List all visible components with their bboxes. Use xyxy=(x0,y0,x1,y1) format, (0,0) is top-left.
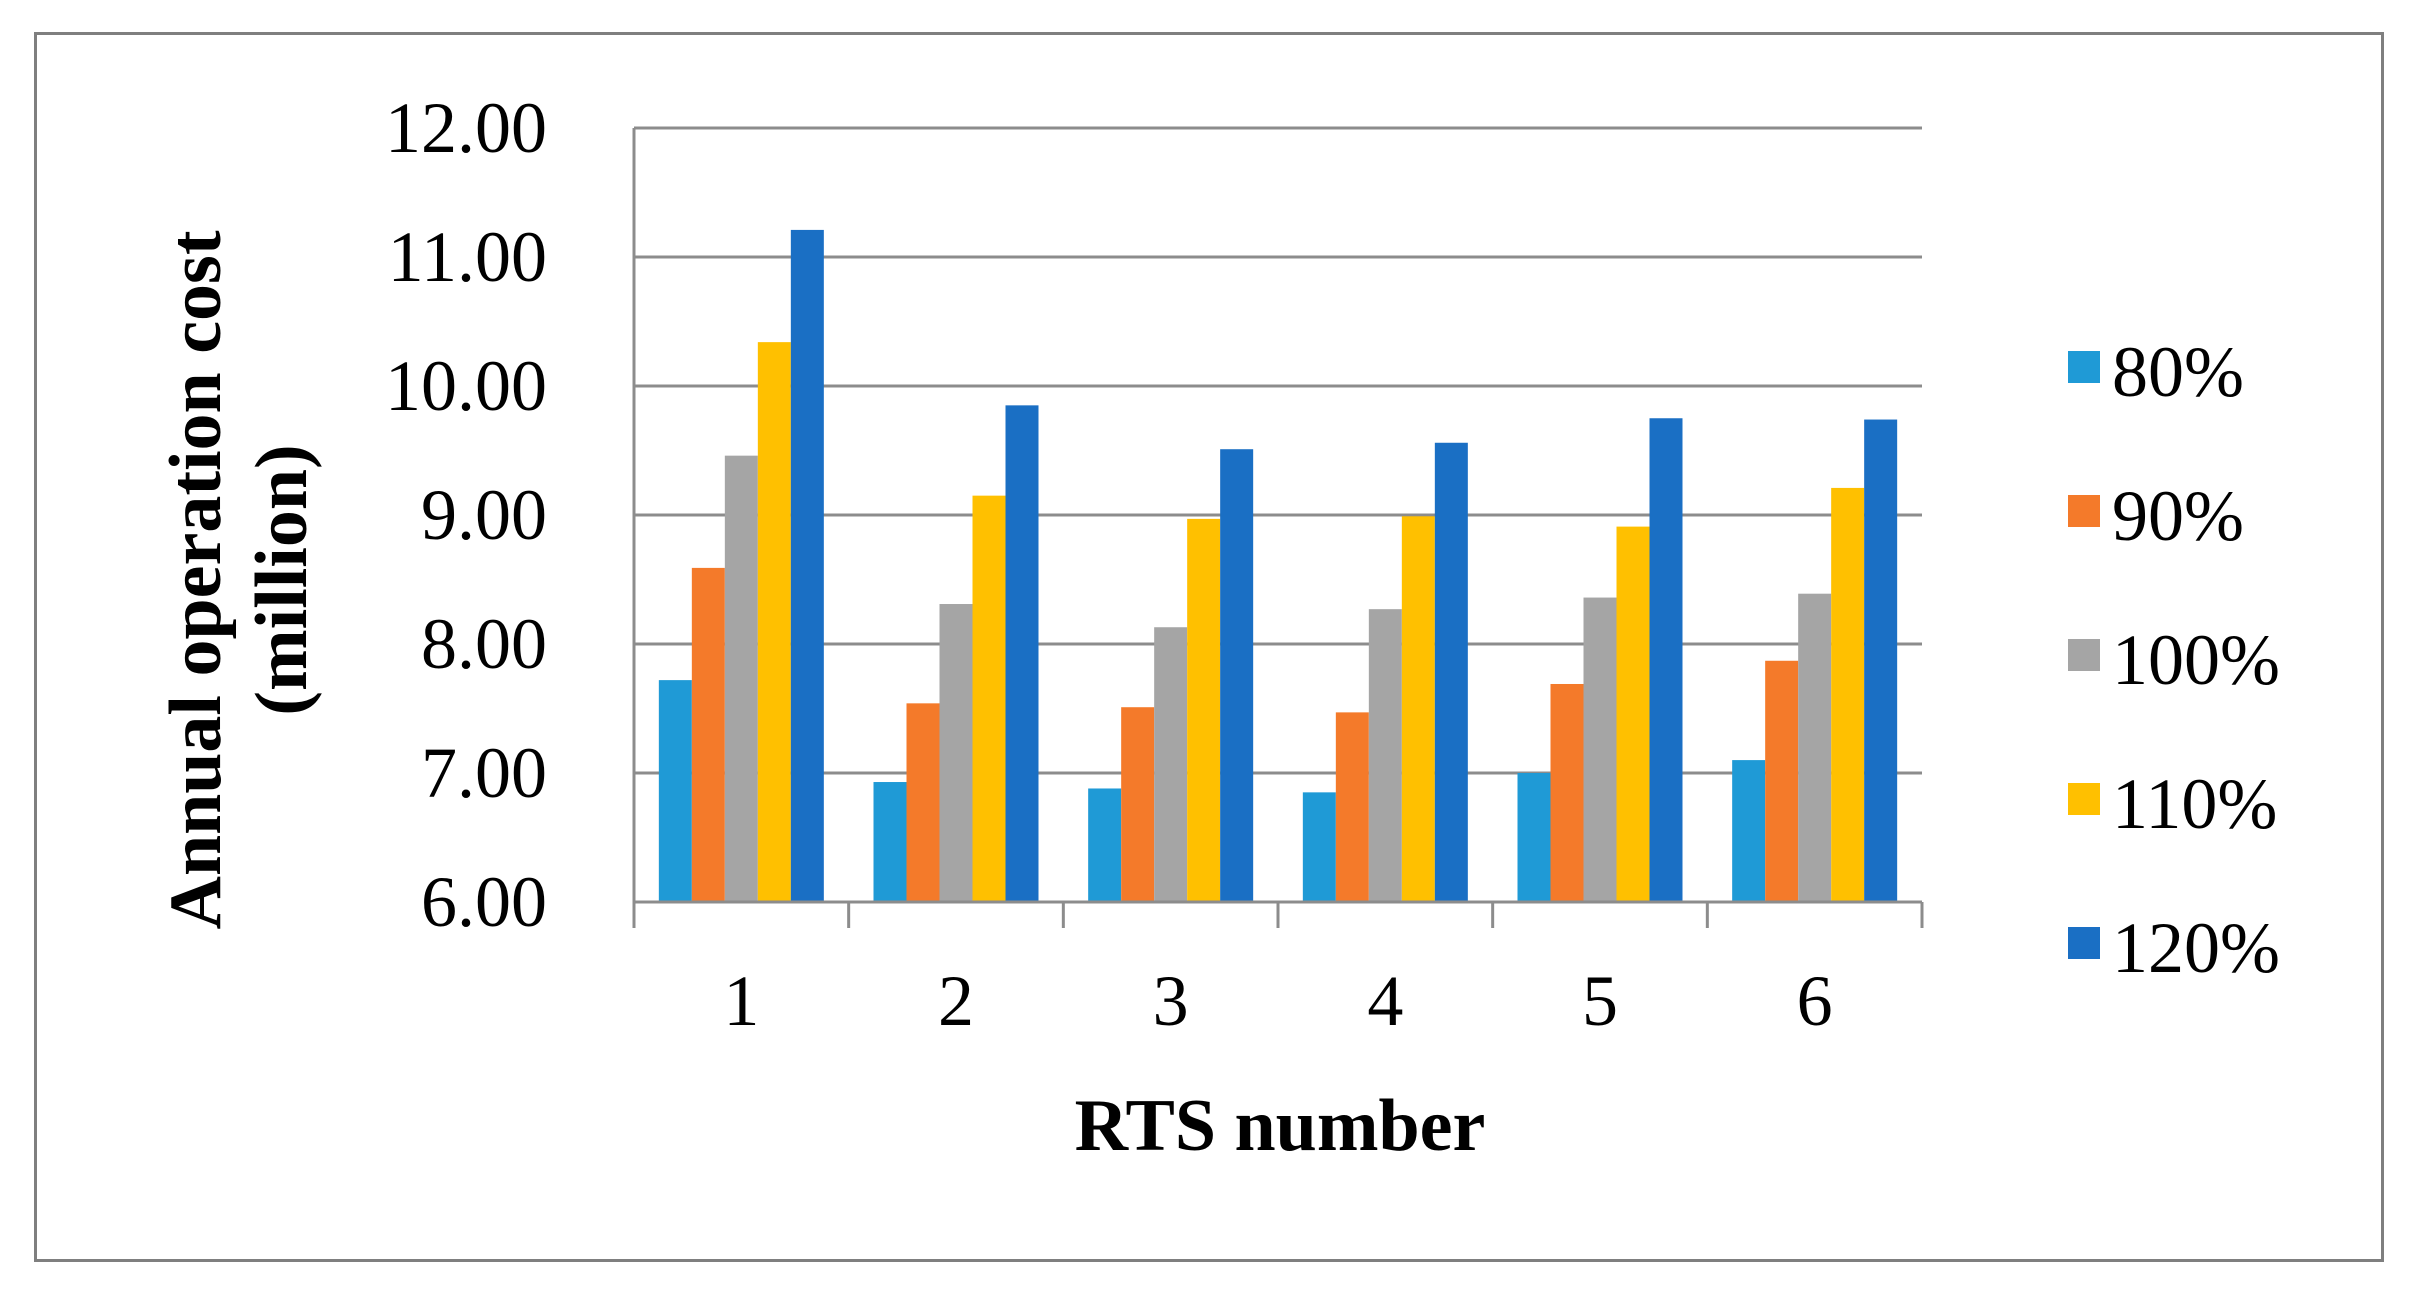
legend-label: 90% xyxy=(2112,476,2244,556)
y-tick-label: 12.00 xyxy=(385,88,547,168)
bar xyxy=(1649,418,1683,902)
bar xyxy=(873,782,907,902)
bar xyxy=(724,455,758,902)
bar xyxy=(1335,712,1369,902)
bar xyxy=(1434,442,1468,902)
bar xyxy=(691,567,725,902)
legend-label: 80% xyxy=(2112,332,2244,412)
bar xyxy=(906,703,940,902)
bar xyxy=(1187,518,1221,902)
y-tick-label: 6.00 xyxy=(421,862,547,942)
y-axis-title-line-1: Annual operation cost xyxy=(155,230,237,929)
legend-swatch xyxy=(2068,495,2100,527)
y-tick-label: 11.00 xyxy=(388,217,547,297)
legend-swatch xyxy=(2068,783,2100,815)
legend: 80% 90% 100% 110% 120% xyxy=(2068,332,2280,988)
y-tick-label: 10.00 xyxy=(385,346,547,426)
y-tick-labels: 6.00 7.00 8.00 9.00 10.00 11.00 12.00 xyxy=(385,88,547,942)
bar xyxy=(757,342,791,902)
axes xyxy=(632,128,1924,928)
x-tick-label: 1 xyxy=(723,961,759,1041)
bar xyxy=(939,604,973,902)
bars xyxy=(658,229,1898,902)
bar xyxy=(972,495,1006,902)
x-tick-labels: 1 2 3 4 5 6 xyxy=(723,961,1832,1041)
legend-swatch xyxy=(2068,351,2100,383)
y-tick-label: 9.00 xyxy=(421,475,547,555)
legend-label: 110% xyxy=(2112,764,2277,844)
bar xyxy=(1798,593,1832,902)
bar xyxy=(1005,405,1039,902)
bar xyxy=(790,229,824,902)
bar xyxy=(1121,707,1155,902)
y-tick-label: 8.00 xyxy=(421,604,547,684)
bar xyxy=(1732,760,1766,902)
legend-swatch xyxy=(2068,639,2100,671)
bar xyxy=(1616,526,1650,902)
x-axis-title: RTS number xyxy=(1075,1085,1486,1167)
x-tick-label: 2 xyxy=(938,961,974,1041)
y-axis-title: Annual operation cost (million) xyxy=(155,230,323,929)
bar xyxy=(1088,788,1122,902)
bar xyxy=(1517,773,1551,902)
bar xyxy=(1583,597,1617,902)
x-tick-label: 5 xyxy=(1582,961,1618,1041)
bar xyxy=(1368,609,1402,902)
legend-label: 120% xyxy=(2112,908,2280,988)
bar xyxy=(658,680,692,902)
bar xyxy=(1831,487,1865,902)
bar xyxy=(1154,627,1188,902)
gridlines xyxy=(634,126,1922,775)
x-tick-label: 3 xyxy=(1153,961,1189,1041)
bar xyxy=(1765,660,1799,902)
bar xyxy=(1302,792,1336,902)
bar xyxy=(1401,516,1435,902)
legend-label: 100% xyxy=(2112,620,2280,700)
bar xyxy=(1220,449,1254,902)
x-tick-label: 6 xyxy=(1797,961,1833,1041)
y-axis-title-line-2: (million) xyxy=(241,444,323,715)
bar xyxy=(1550,683,1584,902)
x-tick-label: 4 xyxy=(1367,961,1403,1041)
legend-swatch xyxy=(2068,927,2100,959)
y-tick-label: 7.00 xyxy=(421,733,547,813)
bar xyxy=(1864,419,1898,902)
